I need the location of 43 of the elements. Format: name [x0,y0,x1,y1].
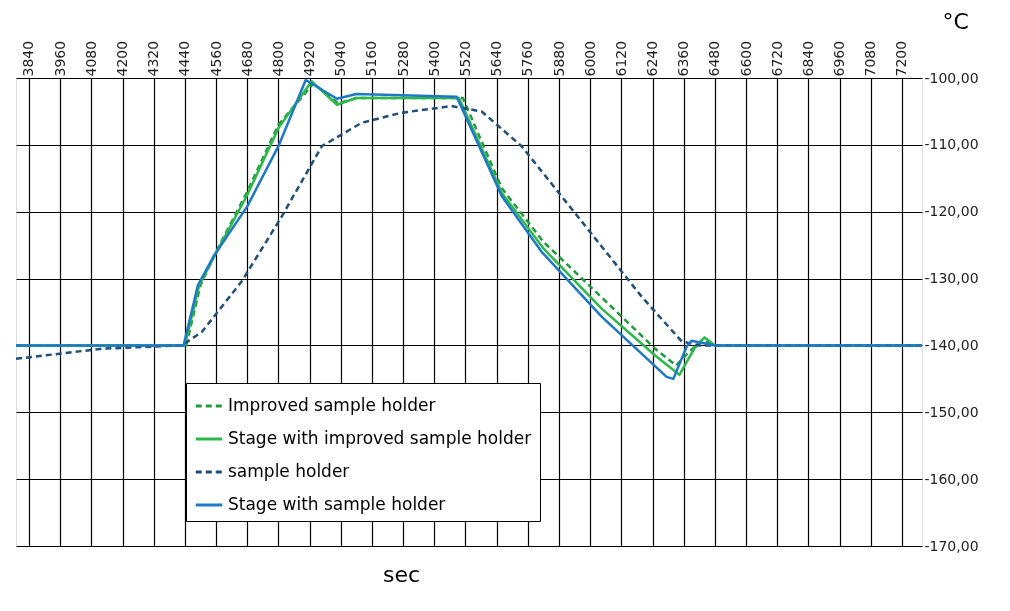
y-tick-label: -110,00 [924,136,979,153]
x-tick-label: 5280 [394,40,411,77]
legend-label: sample holder [228,461,350,481]
x-tick-label: 3840 [20,40,37,77]
x-tick-label: 6480 [706,40,723,77]
x-tick-label: 4080 [82,40,99,77]
y-tick-label: -100,00 [924,69,979,86]
y-tick-label: -120,00 [924,203,979,220]
x-tick-label: 3960 [51,40,68,77]
x-tick-label: 5040 [332,40,349,77]
x-axis-title: sec [382,561,421,587]
x-tick-label: 4560 [207,40,224,77]
x-tick-label: 4800 [269,40,286,77]
x-tick-label: 6720 [768,40,785,77]
x-tick-label: 4920 [301,40,318,77]
x-tick-label: 5640 [488,40,505,77]
x-tick-label: 4320 [145,40,162,77]
x-tick-label: 5160 [363,40,380,77]
legend-label: Stage with improved sample holder [228,428,532,448]
x-tick-label: 6840 [799,40,816,77]
y-tick-label: -150,00 [924,403,979,420]
x-tick-label: 5520 [456,40,473,77]
legend-label: Stage with sample holder [228,494,446,514]
y-tick-label: -140,00 [924,336,979,353]
x-tick-label: 6360 [675,40,692,77]
x-tick-label: 4440 [176,40,193,77]
x-tick-label: 7080 [862,40,879,77]
x-tick-label: 5760 [519,40,536,77]
x-tick-label: 6240 [644,40,661,77]
y-tick-label: -170,00 [924,537,979,554]
x-tick-label: 4200 [114,40,131,77]
y-tick-label: -130,00 [924,270,979,287]
x-tick-label: 6600 [737,40,754,77]
x-tick-label: 5400 [425,40,442,77]
x-tick-label: 7200 [893,40,910,77]
x-tick-label: 6960 [831,40,848,77]
legend-label: Improved sample holder [228,395,436,415]
x-tick-label: 6000 [581,40,598,77]
y-tick-label: -160,00 [924,470,979,487]
y-axis-title: °C [942,8,969,34]
x-tick-label: 6120 [612,40,629,77]
x-tick-label: 5880 [550,40,567,77]
x-tick-label: 4680 [238,40,255,77]
